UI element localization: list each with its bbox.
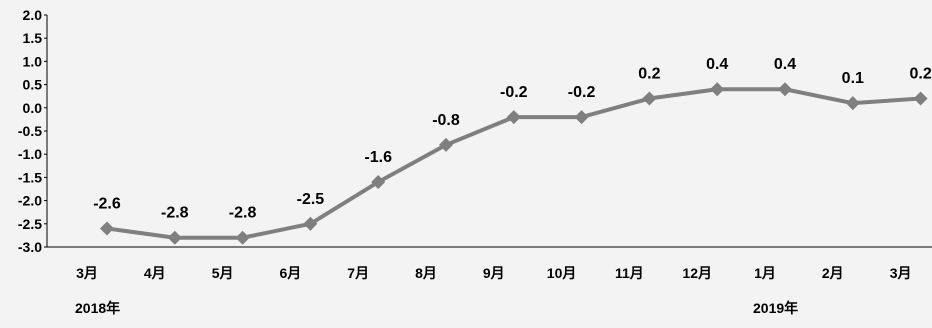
y-tick-label: 1.0 (23, 53, 43, 69)
year-label: 2018年 (75, 300, 120, 316)
x-tick-label: 3月 (890, 265, 912, 281)
x-tick-label: 7月 (347, 265, 369, 281)
data-label: 0.2 (638, 66, 660, 83)
x-tick-label: 5月 (212, 265, 234, 281)
data-point (439, 137, 453, 152)
x-tick-label: 9月 (483, 265, 505, 281)
data-point (845, 96, 860, 111)
data-point (235, 230, 250, 245)
data-point (100, 221, 114, 236)
year-labels: 2018年 2019年 (75, 300, 798, 316)
x-tick-labels: 3月 4月 5月 6月 7月 8月 9月 10月 11月 12月 1月 2月 3月 (76, 265, 911, 281)
year-label: 2019年 (753, 300, 798, 316)
data-point (167, 230, 182, 245)
data-label: -0.2 (500, 84, 528, 101)
data-labels: -2.6 -2.8 -2.8 -2.5 -1.6 -0.8 -0.2 -0.2 0.2 0.4 0.… (93, 56, 932, 221)
data-point (642, 91, 657, 106)
data-label: -0.8 (432, 112, 460, 129)
data-label: 0.4 (706, 56, 728, 73)
y-tick-label: 2.0 (23, 7, 43, 23)
data-point (710, 82, 725, 97)
data-label: -0.2 (568, 84, 596, 101)
x-tick-label: 2月 (822, 265, 844, 281)
data-label: 0.4 (774, 56, 796, 73)
y-tick-label: -2.5 (18, 216, 42, 232)
y-tick-label: -1.0 (18, 146, 42, 162)
data-point (913, 91, 928, 106)
x-tick-label: 8月 (415, 265, 437, 281)
y-tick-label: 0.5 (23, 77, 43, 93)
data-label: -1.6 (364, 149, 392, 166)
x-tick-label: 6月 (280, 265, 302, 281)
x-tick-label: 4月 (144, 265, 166, 281)
x-tick-label: 11月 (615, 265, 644, 281)
x-tick-label: 12月 (682, 265, 712, 281)
y-tick-label: 0.0 (23, 100, 43, 116)
data-point (574, 110, 589, 125)
data-point (778, 82, 792, 97)
x-tick-label: 3月 (76, 265, 98, 281)
y-tick-label: -2.0 (18, 193, 42, 209)
data-point (506, 110, 521, 125)
data-point (303, 216, 318, 231)
data-label: -2.5 (297, 191, 325, 208)
data-label: -2.8 (229, 205, 257, 222)
y-tick-label: -1.5 (18, 169, 42, 185)
data-point (371, 175, 386, 190)
y-tick-label: 1.5 (23, 30, 43, 46)
data-label: 0.2 (909, 66, 931, 83)
data-label: -2.8 (161, 205, 189, 222)
data-label: 0.1 (842, 70, 864, 87)
series-group (100, 82, 928, 245)
y-tick-label: -0.5 (18, 123, 42, 139)
x-tick-label: 10月 (547, 265, 577, 281)
data-label: -2.6 (93, 195, 121, 212)
x-tick-label: 1月 (754, 265, 776, 281)
y-tick-label: -3.0 (18, 239, 42, 255)
y-tick-labels: 2.0 1.5 1.0 0.5 0.0 -0.5 -1.0 -1.5 -2.0 -2.5 -3.0 (18, 7, 47, 255)
